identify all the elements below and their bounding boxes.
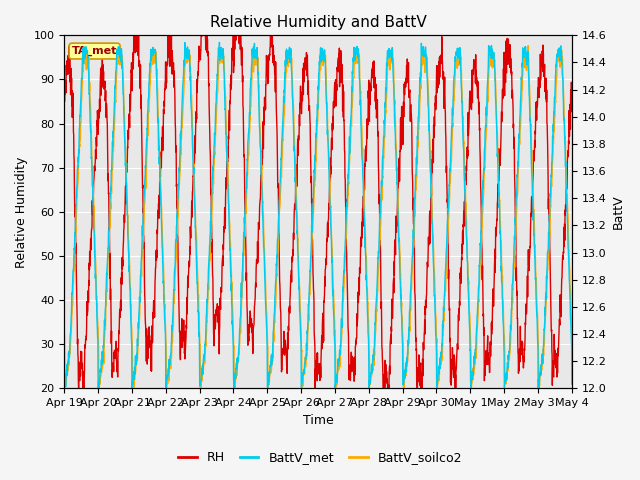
RH <box>75 385 83 391</box>
BattV_soilco2 <box>465 311 473 316</box>
Y-axis label: Relative Humidity: Relative Humidity <box>15 156 28 267</box>
Legend: RH, BattV_met, BattV_soilco2: RH, BattV_met, BattV_soilco2 <box>173 446 467 469</box>
BattV_met <box>163 391 170 397</box>
Title: Relative Humidity and BattV: Relative Humidity and BattV <box>210 15 426 30</box>
BattV_met <box>344 182 351 188</box>
BattV_soilco2 <box>524 43 532 48</box>
X-axis label: Time: Time <box>303 414 333 427</box>
Line: RH: RH <box>64 36 572 388</box>
BattV_met <box>538 362 545 368</box>
BattV_met <box>568 381 576 387</box>
RH <box>130 33 138 38</box>
Y-axis label: BattV: BattV <box>612 194 625 229</box>
BattV_soilco2 <box>61 392 69 398</box>
Text: TA_met: TA_met <box>72 46 117 56</box>
BattV_met <box>216 39 223 45</box>
BattV_met <box>202 322 210 328</box>
Line: BattV_met: BattV_met <box>64 42 572 394</box>
BattV_met <box>466 325 474 331</box>
RH <box>466 95 474 101</box>
BattV_met <box>60 382 68 387</box>
RH <box>60 84 68 89</box>
RH <box>538 54 545 60</box>
BattV_soilco2 <box>538 365 545 371</box>
RH <box>524 273 531 279</box>
RH <box>344 307 351 313</box>
BattV_met <box>333 379 340 385</box>
BattV_met <box>524 60 531 66</box>
RH <box>568 108 576 114</box>
RH <box>333 88 340 94</box>
BattV_soilco2 <box>524 57 531 62</box>
Line: BattV_soilco2: BattV_soilco2 <box>64 46 572 395</box>
BattV_soilco2 <box>202 343 210 348</box>
RH <box>202 33 210 38</box>
BattV_soilco2 <box>344 204 351 209</box>
BattV_soilco2 <box>60 333 68 338</box>
BattV_soilco2 <box>333 377 340 383</box>
BattV_soilco2 <box>568 332 576 337</box>
